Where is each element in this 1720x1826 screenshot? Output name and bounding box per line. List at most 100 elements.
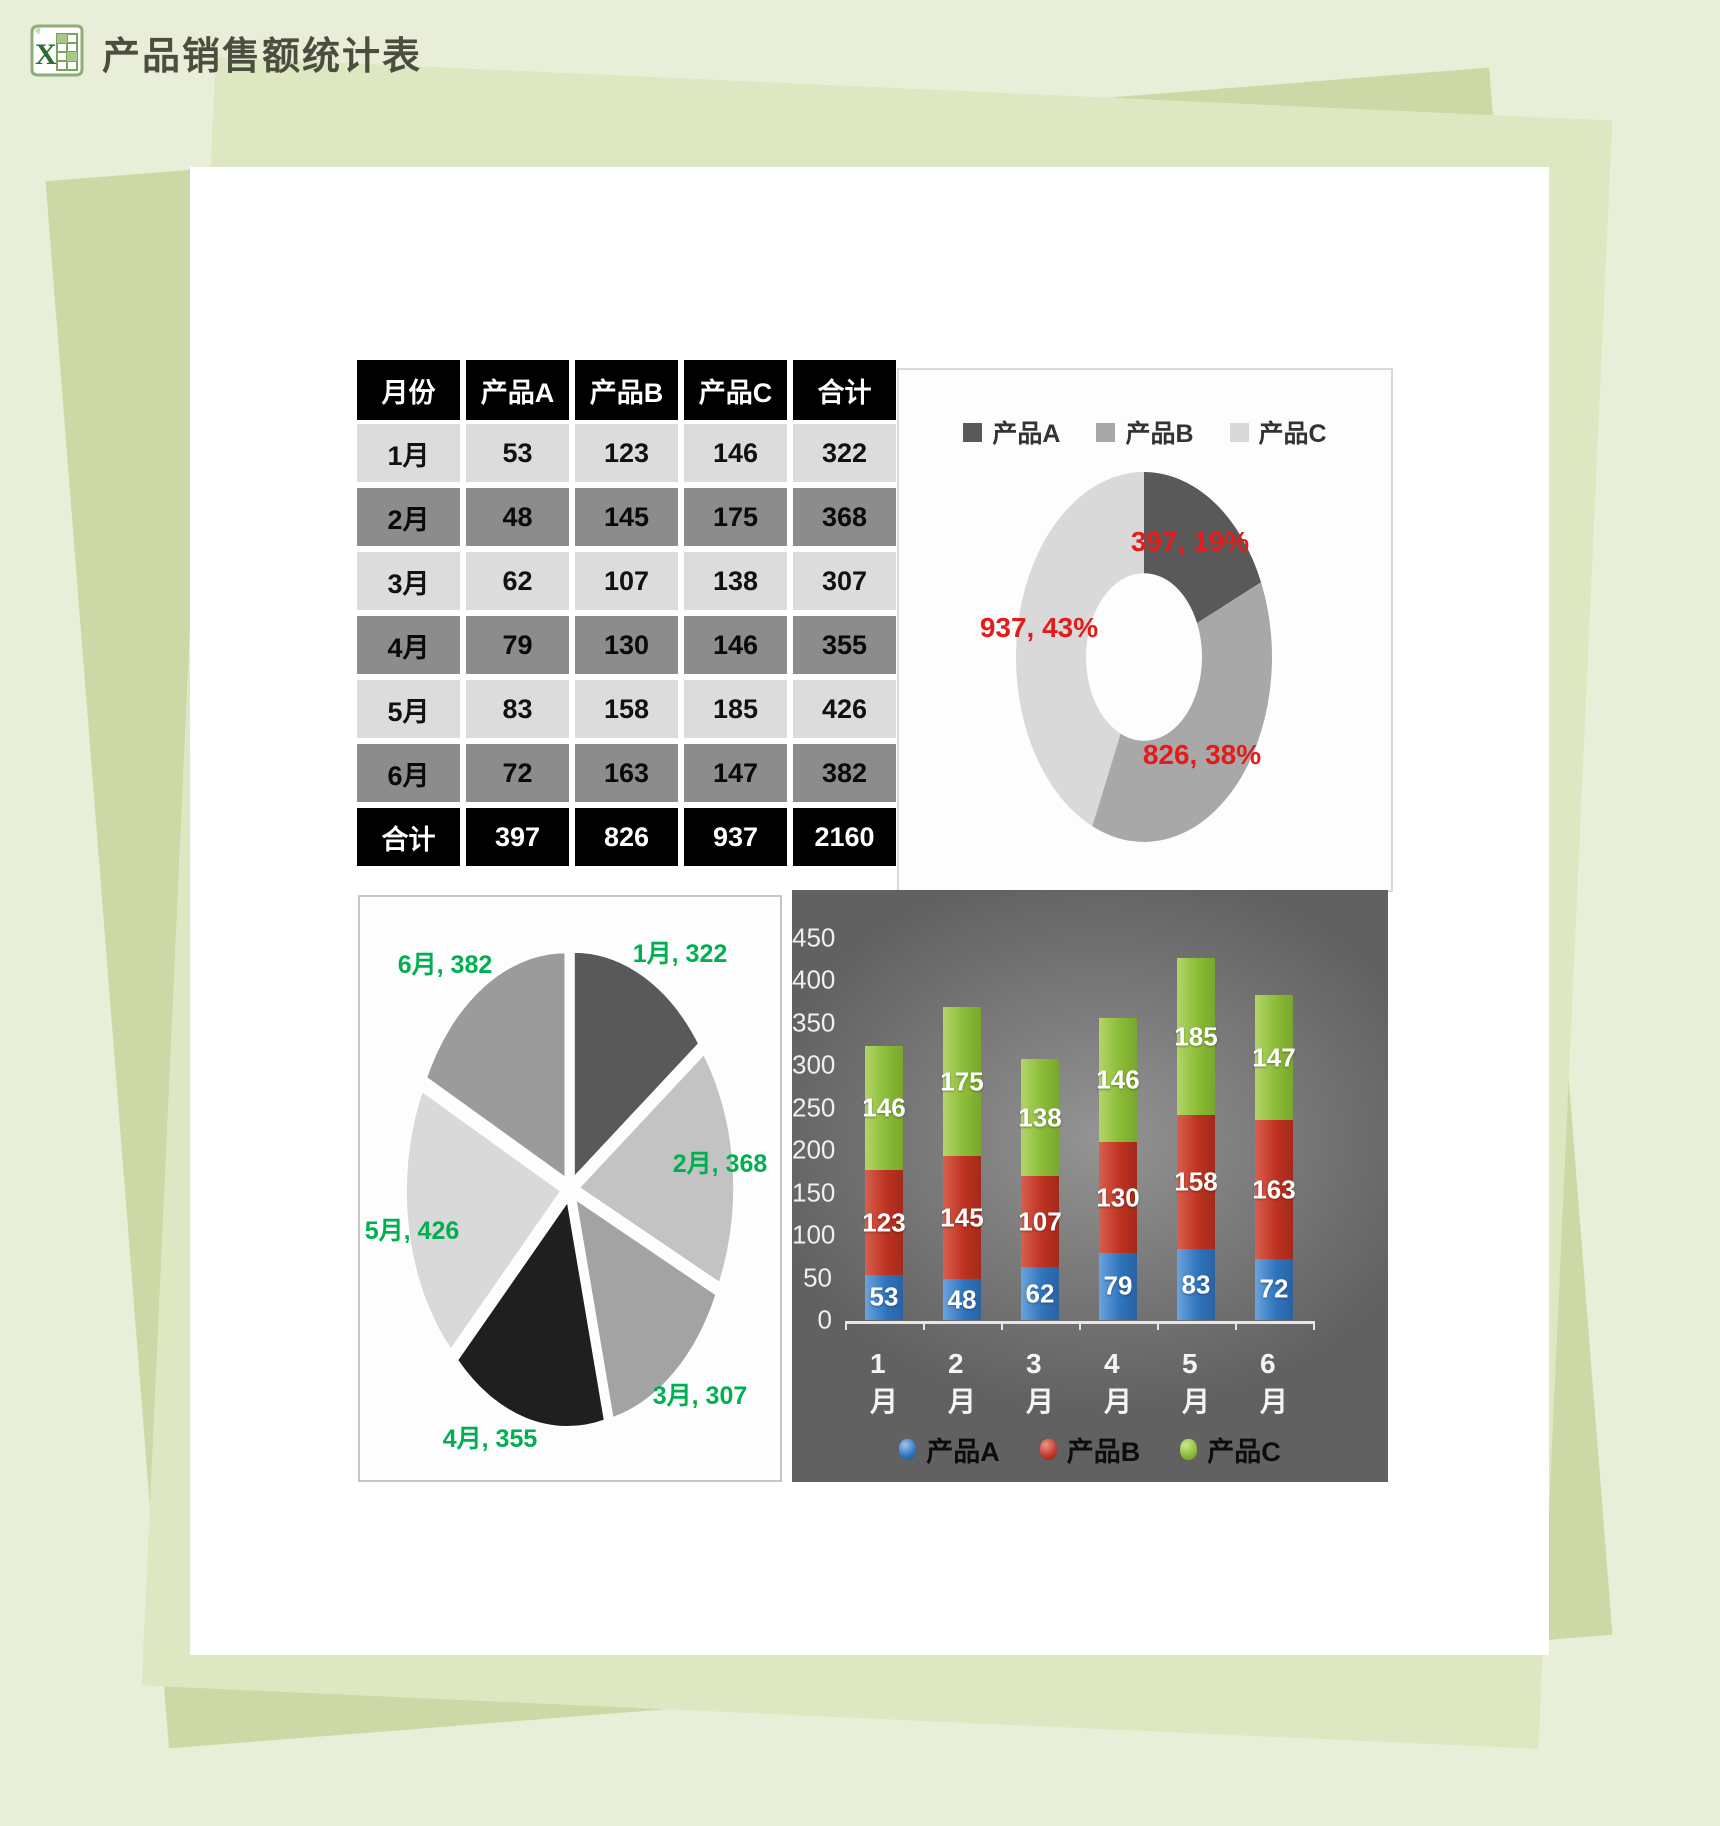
bar-xtick-label: 2月 — [948, 1348, 977, 1417]
legend-label: 产品A — [992, 420, 1061, 448]
donut-legend-item: 产品B — [1096, 414, 1194, 450]
table-total-cell[interactable]: 397 — [466, 808, 569, 866]
bar-axis-tick — [1157, 1321, 1159, 1330]
table-cell[interactable]: 62 — [466, 552, 569, 610]
donut-legend-item: 产品C — [1229, 414, 1327, 450]
table-cell[interactable]: 382 — [793, 744, 896, 802]
table-total-cell[interactable]: 826 — [575, 808, 678, 866]
sales-table[interactable]: 月份 产品A 产品B 产品C 合计 1月 53 123 146 322 2月 48 145 175 368 3… — [357, 360, 896, 866]
bar-axis-tick — [1235, 1321, 1237, 1330]
table-row-label[interactable]: 6月 — [357, 744, 460, 802]
table-cell[interactable]: 147 — [684, 744, 787, 802]
table-total-label[interactable]: 合计 — [357, 808, 460, 866]
table-cell[interactable]: 146 — [684, 424, 787, 482]
table-cell[interactable]: 48 — [466, 488, 569, 546]
bar-ytick-label: 300 — [792, 1049, 836, 1080]
table-cell[interactable]: 175 — [684, 488, 787, 546]
bar-segment-产品C — [1021, 1059, 1059, 1177]
bar-value-label: 79 — [1103, 1270, 1133, 1301]
bar-axis-tick — [1001, 1321, 1003, 1330]
legend-label: 产品B — [1125, 420, 1194, 448]
bar-xtick-label: 1月 — [870, 1348, 899, 1417]
bar-axis-tick — [845, 1321, 847, 1330]
page-header: X 产品销售额统计表 — [28, 22, 422, 83]
table-cell[interactable]: 138 — [684, 552, 787, 610]
svg-text:X: X — [35, 38, 57, 71]
bar-value-label: 147 — [1252, 1042, 1296, 1073]
table-row-label[interactable]: 3月 — [357, 552, 460, 610]
table-header-cell[interactable]: 产品C — [684, 360, 787, 420]
pie-data-label: 6月, 382 — [397, 951, 493, 979]
table-header-cell[interactable]: 月份 — [357, 360, 460, 420]
table-cell[interactable]: 355 — [793, 616, 896, 674]
table-cell[interactable]: 123 — [575, 424, 678, 482]
table-cell[interactable]: 426 — [793, 680, 896, 738]
table-row-label[interactable]: 4月 — [357, 616, 460, 674]
stacked-bar-chart[interactable]: 0 50 100 150 200 250 300 350 400 450 53 123 146 48 14… — [792, 890, 1388, 1482]
bar-value-label: 53 — [869, 1281, 899, 1312]
bar-segment-产品B — [865, 1170, 903, 1275]
donut-segment-产品A — [1144, 472, 1262, 624]
table-cell[interactable]: 307 — [793, 552, 896, 610]
legend-label: 产品C — [1258, 420, 1327, 448]
bar-segment-产品A — [1021, 1267, 1059, 1320]
bar-segment-产品B — [1021, 1176, 1059, 1268]
table-cell[interactable]: 146 — [684, 616, 787, 674]
table-row-label[interactable]: 2月 — [357, 488, 460, 546]
table-cell[interactable]: 185 — [684, 680, 787, 738]
table-cell[interactable]: 163 — [575, 744, 678, 802]
bar-segment-产品B — [943, 1155, 981, 1280]
legend-label: 产品A — [926, 1437, 1000, 1467]
table-total-cell[interactable]: 2160 — [793, 808, 896, 866]
table-cell[interactable]: 322 — [793, 424, 896, 482]
table-header-cell[interactable]: 产品A — [466, 360, 569, 420]
table-cell[interactable]: 107 — [575, 552, 678, 610]
bar-xtick-label: 3月 — [1026, 1348, 1055, 1417]
donut-chart[interactable]: 产品A 产品B 产品C 397, 19% 826, 38% 937, 43% — [897, 368, 1393, 892]
bar-ytick-label: 100 — [792, 1219, 836, 1250]
table-cell[interactable]: 368 — [793, 488, 896, 546]
table-cell[interactable]: 79 — [466, 616, 569, 674]
bar-value-label: 107 — [1018, 1206, 1062, 1237]
bar-segment-产品A — [1255, 1258, 1293, 1320]
exploded-pie-chart[interactable]: 1月, 322 2月, 368 3月, 307 4月, 355 5月, 426 6月, 3… — [358, 895, 782, 1482]
table-cell[interactable]: 72 — [466, 744, 569, 802]
legend-swatch-icon — [963, 422, 983, 442]
table-cell[interactable]: 158 — [575, 680, 678, 738]
bar-value-label: 163 — [1252, 1174, 1296, 1205]
bar-value-label: 62 — [1025, 1278, 1055, 1309]
table-row-label[interactable]: 1月 — [357, 424, 460, 482]
bar-value-label: 83 — [1181, 1269, 1211, 1300]
legend-label: 产品C — [1207, 1437, 1281, 1467]
bar-value-label: 158 — [1174, 1166, 1218, 1197]
bar-axis-tick — [1313, 1321, 1315, 1330]
table-row-label[interactable]: 5月 — [357, 680, 460, 738]
table-cell[interactable]: 83 — [466, 680, 569, 738]
bar-ytick-label: 250 — [792, 1092, 836, 1122]
legend-ball-icon — [899, 1439, 917, 1460]
bar-segment-产品C — [1255, 995, 1293, 1121]
donut-data-label: 826, 38% — [1142, 739, 1262, 770]
pie-slice-3月 — [574, 1197, 718, 1420]
bar-value-label: 146 — [1096, 1064, 1140, 1095]
pie-slice-2月 — [577, 1052, 735, 1285]
bar-ytick-label: 150 — [792, 1177, 836, 1207]
bar-axis-tick — [1079, 1321, 1081, 1330]
table-cell[interactable]: 130 — [575, 616, 678, 674]
table-header-cell[interactable]: 产品B — [575, 360, 678, 420]
legend-ball-icon — [1039, 1439, 1057, 1460]
bar-value-label: 145 — [940, 1202, 984, 1233]
bar-ytick-label: 200 — [792, 1134, 836, 1165]
table-cell[interactable]: 145 — [575, 488, 678, 546]
bar-value-label: 146 — [862, 1092, 906, 1123]
table-total-cell[interactable]: 937 — [684, 808, 787, 866]
bar-segment-产品A — [1099, 1252, 1137, 1320]
bar-ytick-label: 350 — [792, 1007, 836, 1037]
pie-slice-4月 — [456, 1199, 606, 1429]
table-header-cell[interactable]: 合计 — [793, 360, 896, 420]
table-cell[interactable]: 53 — [466, 424, 569, 482]
legend-swatch-icon — [1229, 422, 1249, 442]
pie-svg — [405, 950, 735, 1429]
donut-legend: 产品A 产品B 产品C — [899, 414, 1391, 450]
legend-ball-icon — [1180, 1439, 1198, 1460]
